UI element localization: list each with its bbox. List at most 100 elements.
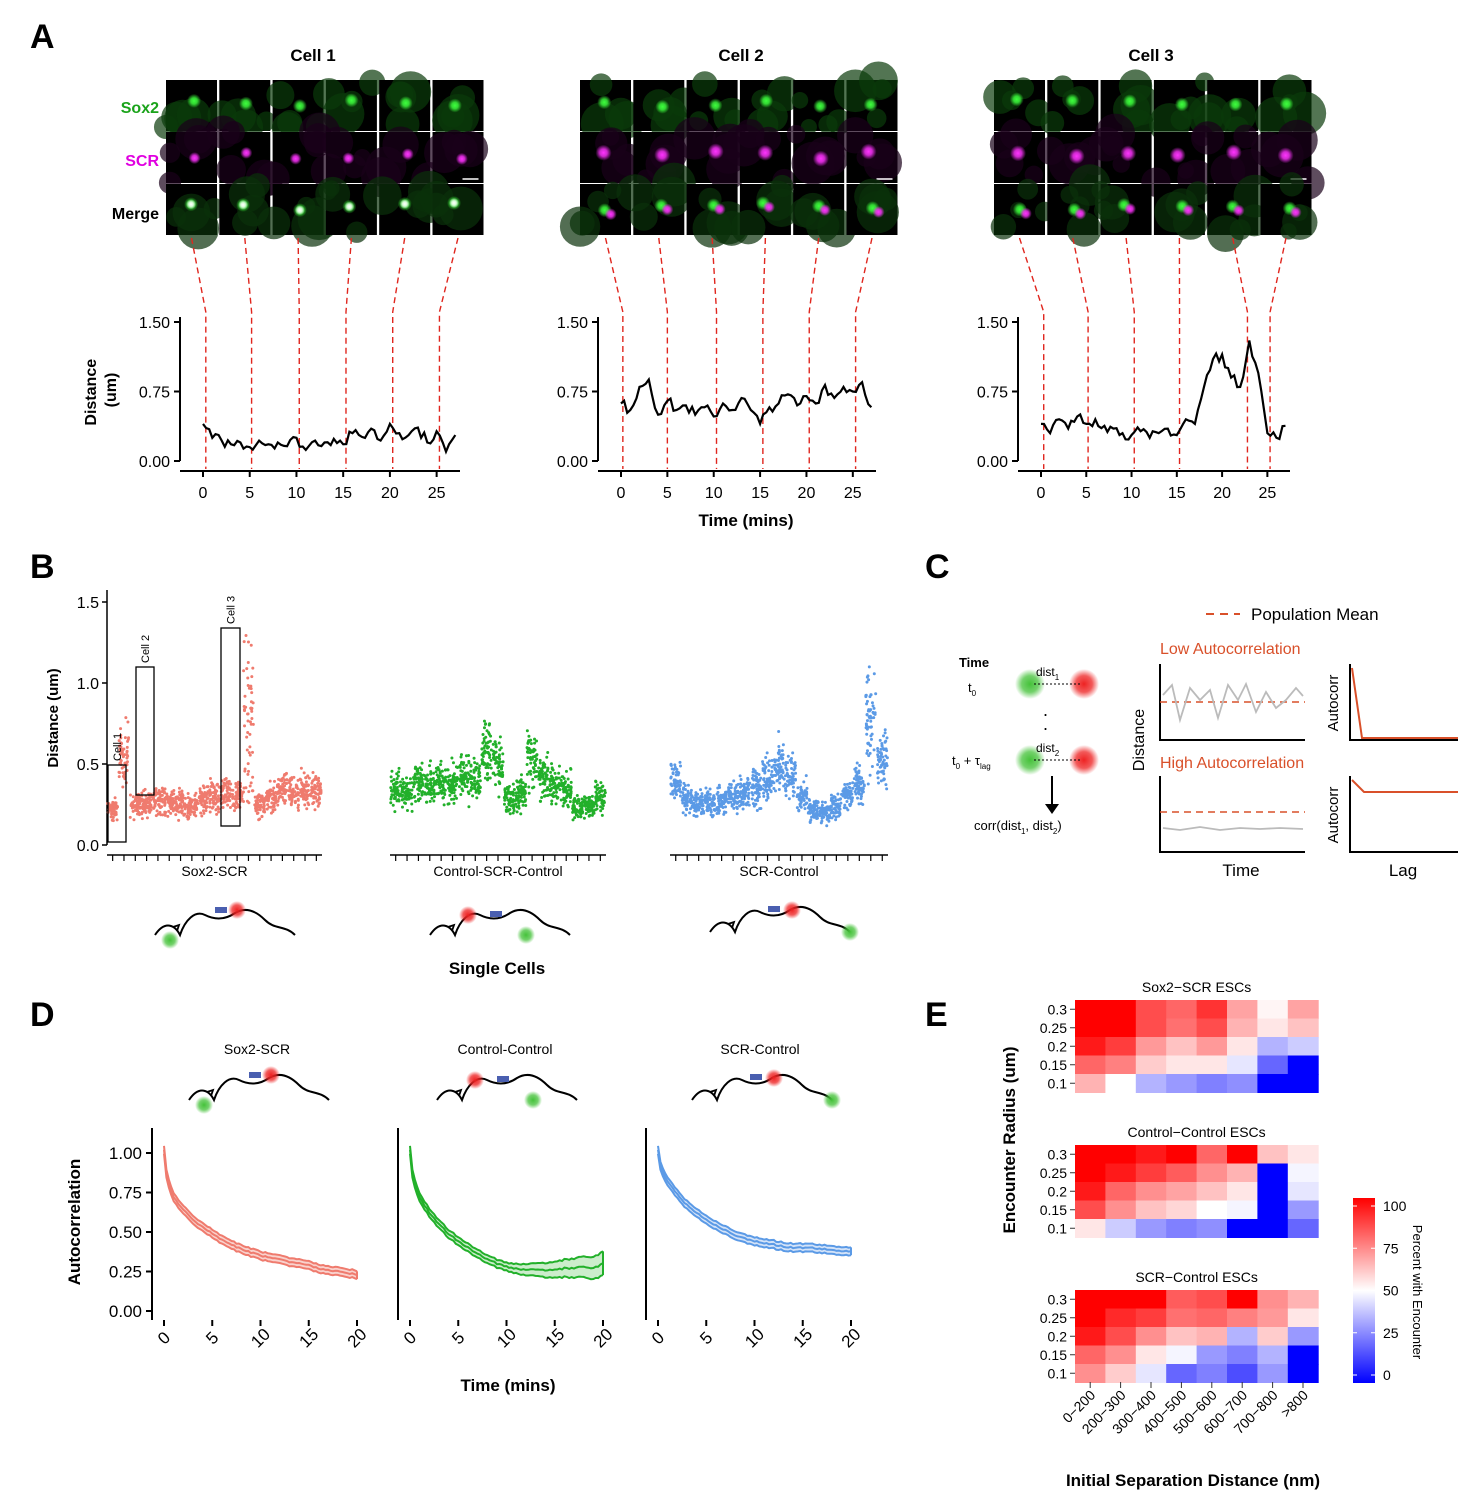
data-point (396, 789, 400, 793)
magenta-spot (818, 204, 831, 217)
x-tick-label: 10 (1123, 485, 1141, 502)
data-point (112, 803, 116, 807)
data-point (694, 799, 698, 803)
data-point (594, 801, 598, 805)
data-point (820, 800, 824, 804)
data-point (529, 757, 533, 761)
data-point (808, 798, 812, 802)
data-point (142, 789, 146, 793)
data-point (810, 815, 814, 819)
dna-strand (429, 908, 571, 938)
data-point (592, 804, 596, 808)
data-point (163, 802, 167, 806)
heatmap-cell (1227, 1163, 1258, 1183)
data-point (738, 774, 742, 778)
data-point (674, 793, 678, 797)
axis (1349, 664, 1458, 741)
data-point (777, 752, 781, 756)
data-point (455, 796, 459, 800)
data-point (451, 774, 455, 778)
data-point (425, 800, 429, 804)
data-point (493, 773, 497, 777)
data-point (119, 727, 123, 731)
data-point (571, 818, 575, 822)
data-point (243, 769, 247, 773)
panel-letter-a: A (30, 18, 55, 56)
data-point (684, 813, 688, 817)
data-point (248, 784, 252, 788)
data-point (410, 796, 414, 800)
subscript: 1 (1021, 827, 1026, 836)
heatmap-cell (1287, 1345, 1319, 1365)
data-point (442, 780, 446, 784)
data-point (829, 808, 833, 812)
data-point (119, 761, 123, 765)
x-tick-label: 0 (154, 1328, 174, 1348)
data-point (529, 738, 533, 742)
data-point (854, 787, 858, 791)
data-point (299, 788, 303, 792)
data-point (170, 800, 174, 804)
tile-haze (791, 141, 835, 185)
data-point (116, 805, 120, 809)
data-point (481, 754, 485, 758)
data-point (483, 722, 487, 726)
data-point (412, 777, 416, 781)
heatmap-cell (1075, 1345, 1106, 1365)
data-point (152, 806, 156, 810)
data-point (126, 720, 130, 724)
data-point (879, 751, 883, 755)
green-locus (841, 923, 859, 941)
mean-curve (163, 1149, 358, 1277)
data-point (462, 782, 466, 786)
data-point (227, 779, 231, 783)
time-marker (244, 237, 253, 469)
magenta-spot (661, 203, 674, 216)
data-point (758, 778, 762, 782)
data-point (782, 784, 786, 788)
mean-curve (657, 1149, 852, 1253)
data-point (579, 804, 583, 808)
data-point (751, 785, 755, 789)
data-point (452, 780, 456, 784)
data-point (121, 755, 125, 759)
data-point (732, 799, 736, 803)
data-point (525, 772, 529, 776)
data-point (272, 779, 276, 783)
data-point (686, 783, 690, 787)
colorbar-label: 100 (1383, 1198, 1407, 1214)
data-point (527, 770, 531, 774)
y-tick-label: 0.00 (139, 454, 170, 471)
colorbar-label: 50 (1383, 1283, 1399, 1299)
data-point (186, 807, 190, 811)
merge-spot (399, 198, 410, 209)
data-point (250, 691, 254, 695)
data-point (473, 785, 477, 789)
data-point (482, 751, 486, 755)
data-point (571, 804, 575, 808)
y-tick-label: 0.75 (557, 385, 588, 402)
row-label: 0.15 (1040, 1347, 1067, 1363)
data-point (844, 786, 848, 790)
data-point (278, 786, 282, 790)
data-point (234, 806, 238, 810)
data-point (819, 821, 823, 825)
data-point (437, 777, 441, 781)
data-point (747, 803, 751, 807)
data-point (859, 802, 863, 806)
data-point (409, 792, 413, 796)
heatmap-cell (1257, 1290, 1289, 1309)
data-point (429, 772, 433, 776)
data-point (470, 787, 474, 791)
data-point (748, 781, 752, 785)
heatmap-cell (1166, 1290, 1198, 1309)
data-point (537, 766, 541, 770)
data-point (525, 729, 529, 733)
data-point (535, 739, 539, 743)
data-point (671, 772, 675, 776)
data-point (432, 799, 436, 803)
data-point (407, 792, 411, 796)
data-point (769, 773, 773, 777)
row-label: 0.3 (1048, 1146, 1068, 1162)
data-point (436, 768, 440, 772)
